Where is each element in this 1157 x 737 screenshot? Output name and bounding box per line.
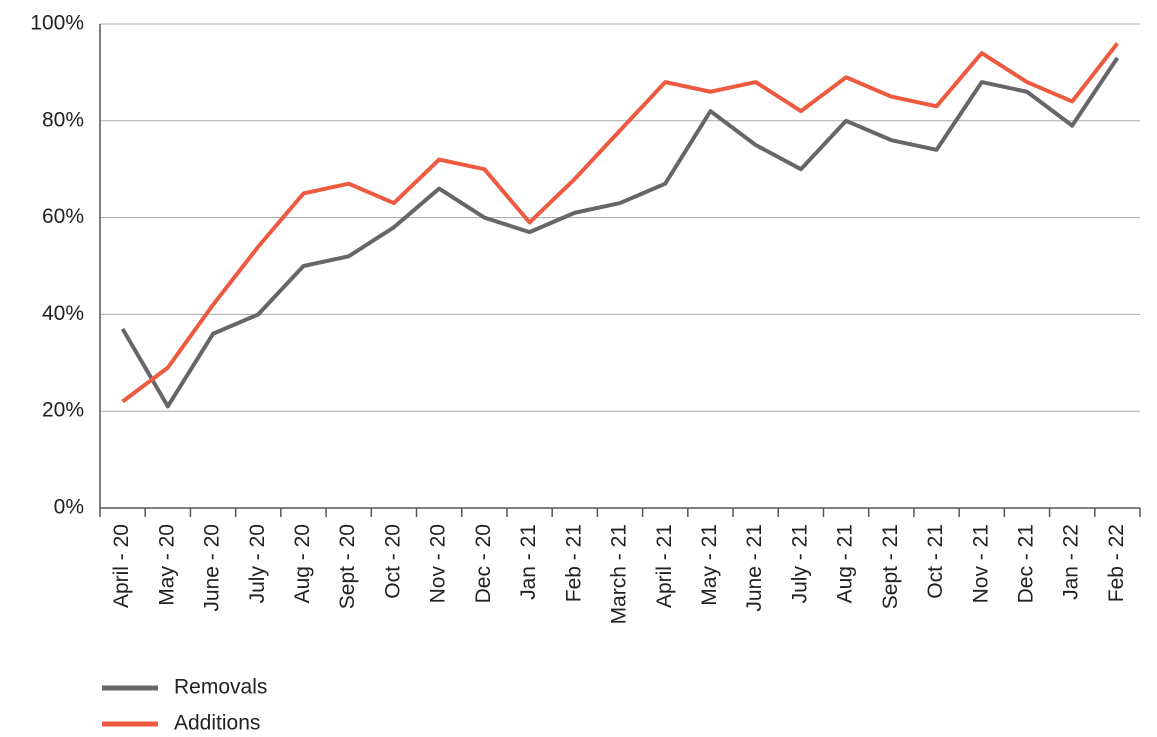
x-tick-label: Feb - 21 <box>562 524 585 602</box>
x-tick-label: May - 20 <box>155 524 178 606</box>
x-tick-label: Dec - 21 <box>1015 524 1038 603</box>
x-tick-label: June - 20 <box>201 524 224 612</box>
y-tick-label: 80% <box>42 108 84 131</box>
x-tick-label: Aug - 21 <box>834 524 857 603</box>
x-tick-label: Dec - 20 <box>472 524 495 603</box>
x-tick-label: June - 21 <box>743 524 766 612</box>
x-tick-label: Nov - 21 <box>969 524 992 603</box>
x-tick-label: May - 21 <box>698 524 721 606</box>
x-tick-label: July - 21 <box>788 524 811 603</box>
y-tick-label: 40% <box>42 302 84 325</box>
y-tick-label: 60% <box>42 205 84 228</box>
x-tick-label: Oct - 20 <box>381 524 404 599</box>
x-tick-label: Jan - 21 <box>517 524 540 600</box>
x-tick-label: March - 21 <box>608 524 631 624</box>
x-tick-label: Aug - 20 <box>291 524 314 603</box>
x-tick-label: Feb - 22 <box>1105 524 1128 602</box>
legend-label: Removals <box>174 676 267 699</box>
x-tick-label: April - 20 <box>110 524 133 608</box>
series-line <box>120 56 1120 409</box>
x-tick-label: Oct - 21 <box>924 524 947 599</box>
x-tick-label: Sept - 20 <box>336 524 359 609</box>
x-tick-label: Nov - 20 <box>427 524 450 603</box>
y-tick-label: 0% <box>54 496 84 519</box>
x-tick-label: Sept - 21 <box>879 524 902 609</box>
x-tick-label: Jan - 22 <box>1060 524 1083 600</box>
x-tick-label: April - 21 <box>653 524 676 608</box>
y-tick-label: 20% <box>42 399 84 422</box>
y-tick-label: 100% <box>30 12 84 35</box>
x-tick-label: July - 20 <box>246 524 269 603</box>
legend-label: Additions <box>174 712 260 735</box>
series-line <box>121 42 1119 404</box>
